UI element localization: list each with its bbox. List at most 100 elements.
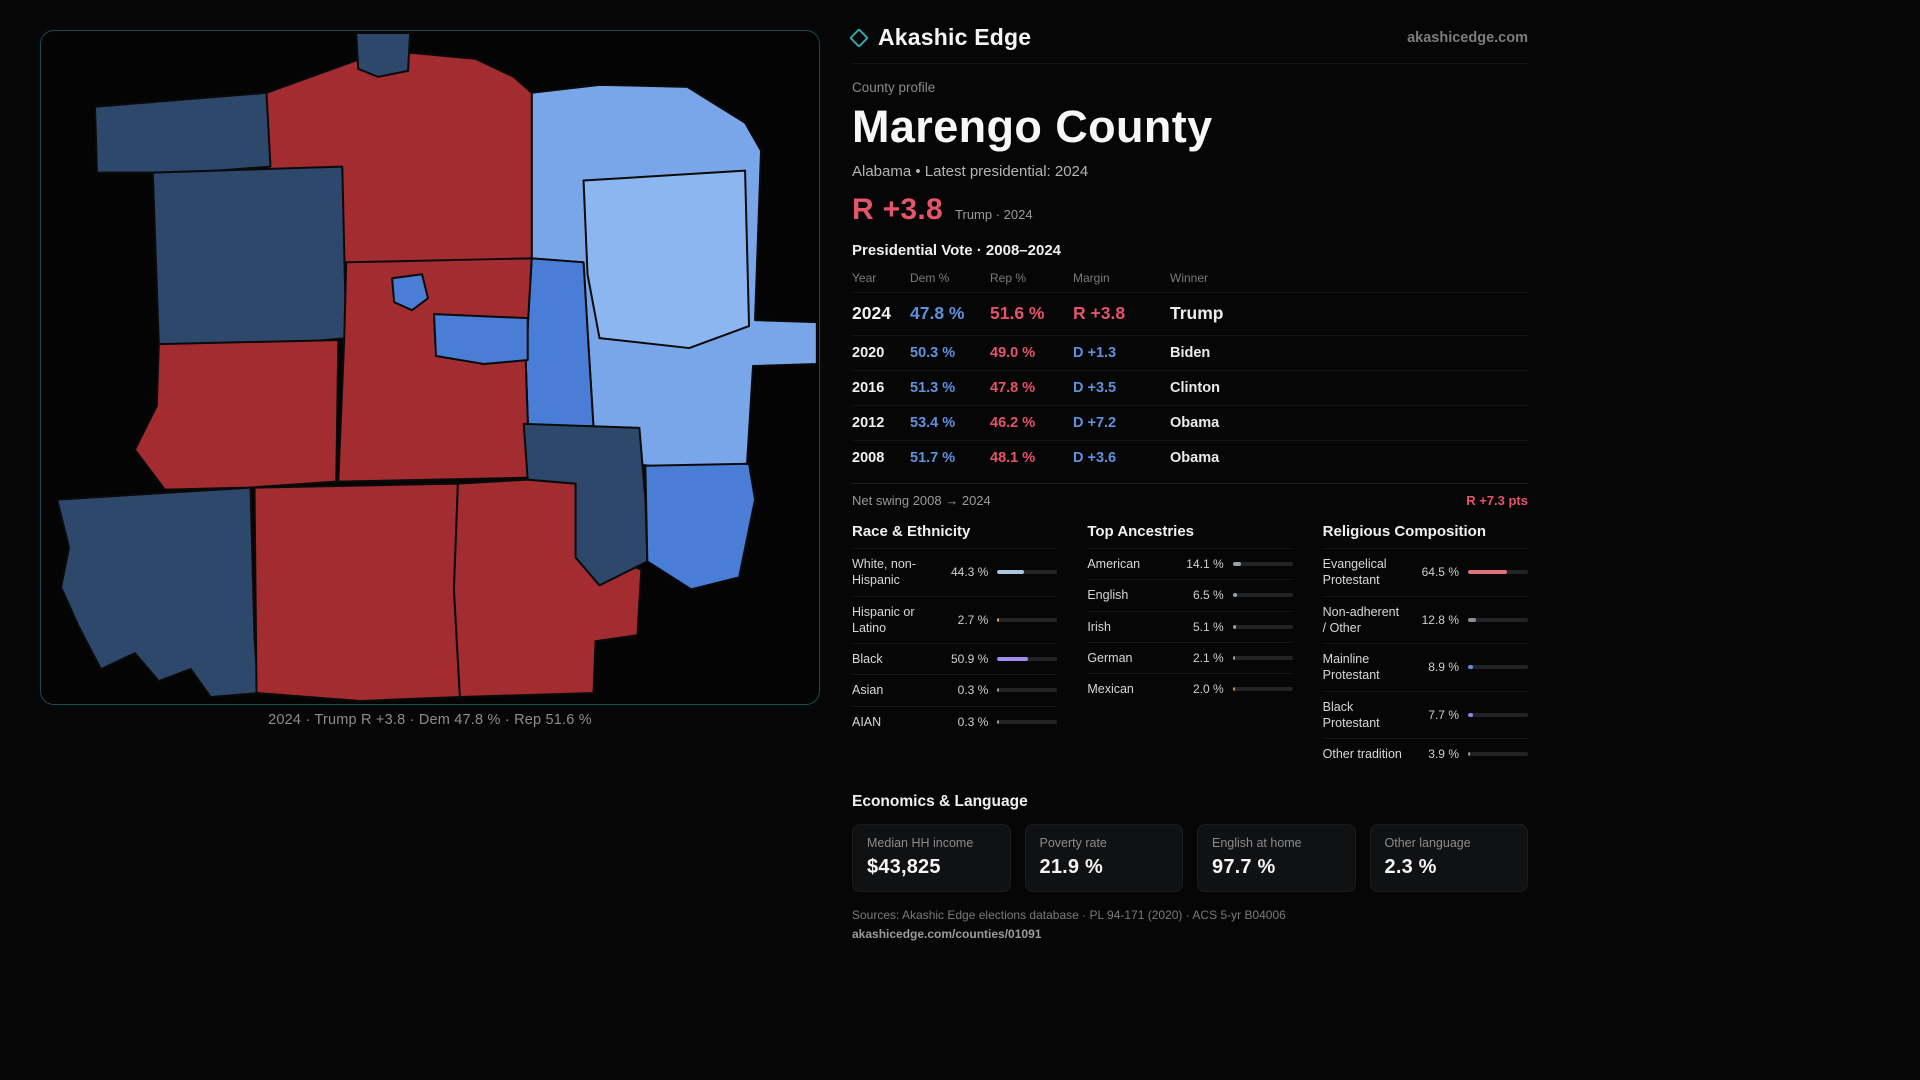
demo-item-bar xyxy=(1467,712,1528,717)
map-county-region[interactable] xyxy=(93,91,272,174)
demo-item-value: 12.8 % xyxy=(1421,612,1459,627)
cell-dem-pct: 51.7 % xyxy=(910,450,956,466)
stat-label: Median HH income xyxy=(867,836,974,851)
permalink[interactable]: akashicedge.com/counties/01091 xyxy=(852,927,1042,942)
headline-margin-value: R +3.8 xyxy=(852,193,944,226)
map-county-region[interactable] xyxy=(582,169,751,350)
cell-dem-pct: 53.4 % xyxy=(910,415,956,431)
demo-item-label: Hispanic or Latino xyxy=(852,604,915,635)
demo-item: American 14.1 % xyxy=(1087,548,1293,579)
demo-item: German 2.1 % xyxy=(1087,641,1293,673)
demo-item-bar-fill xyxy=(1467,665,1474,670)
cell-dem-pct: 50.3 % xyxy=(910,345,956,361)
stat-card: Poverty rate 21.9 % xyxy=(1024,824,1183,893)
section-title: Race & Ethnicity xyxy=(852,523,971,540)
demo-item-bar-fill xyxy=(997,570,1024,575)
demo-item-value: 7.7 % xyxy=(1428,707,1459,722)
stat-card: Median HH income $43,825 xyxy=(852,824,1011,893)
vote-table-row: 2012 53.4 % 46.2 % D +7.2 Obama xyxy=(852,406,1528,441)
religious-composition-section: Religious Composition Evangelical Protes… xyxy=(1322,523,1528,769)
cell-dem-pct: 51.3 % xyxy=(910,380,956,396)
demo-item-label: Mainline Protestant xyxy=(1322,652,1380,683)
map-county-region[interactable] xyxy=(355,31,412,78)
map-county-region[interactable] xyxy=(337,257,533,483)
demo-item-bar xyxy=(1467,570,1528,575)
demo-item: Black Protestant 7.7 % xyxy=(1322,690,1528,739)
brand: Akashic Edge xyxy=(849,24,1032,51)
cell-rep-pct: 46.2 % xyxy=(990,415,1036,431)
demo-item-bar-fill xyxy=(997,688,1000,693)
top-ancestries-section: Top Ancestries American 14.1 % English 6… xyxy=(1087,523,1293,769)
demo-item: Other tradition 3.9 % xyxy=(1322,738,1528,769)
vote-table-title: Presidential Vote · 2008–2024 xyxy=(852,242,1062,259)
cell-year: 2012 xyxy=(852,415,885,431)
demo-item: Irish 5.1 % xyxy=(1087,610,1293,642)
page-subtitle: Alabama • Latest presidential: 2024 xyxy=(852,163,1089,180)
demo-item-label: Irish xyxy=(1087,619,1111,634)
demo-item-label: Mexican xyxy=(1087,682,1134,696)
map-county-region[interactable] xyxy=(56,486,260,699)
brand-name: Akashic Edge xyxy=(878,24,1032,50)
vote-table-row: 2024 47.8 % 51.6 % R +3.8 Trump xyxy=(852,293,1528,336)
footer: Sources: Akashic Edge elections database… xyxy=(852,908,1528,941)
site-domain-link[interactable]: akashicedge.com xyxy=(1407,29,1528,46)
demo-item-label: White, non-Hispanic xyxy=(852,557,916,588)
cell-winner: Biden xyxy=(1170,345,1211,361)
col-header-dem: Dem % xyxy=(910,271,950,285)
stat-card: English at home 97.7 % xyxy=(1197,824,1356,893)
page-title: Marengo County xyxy=(852,101,1213,152)
cell-dem-pct: 47.8 % xyxy=(910,303,965,323)
demo-item-label: English xyxy=(1087,588,1129,603)
cell-margin: D +7.2 xyxy=(1073,415,1117,431)
cell-margin: D +3.6 xyxy=(1073,450,1117,466)
economics-section-title: Economics & Language xyxy=(852,793,1028,811)
demo-item-bar xyxy=(1232,655,1293,660)
cell-rep-pct: 48.1 % xyxy=(990,450,1036,466)
net-swing-row: Net swing 2008 → 2024 R +7.3 pts xyxy=(852,493,1528,508)
map-county-region[interactable] xyxy=(391,273,430,312)
cell-year: 2016 xyxy=(852,380,885,396)
stat-value: 21.9 % xyxy=(1039,856,1103,879)
demo-item: AIAN 0.3 % xyxy=(852,705,1058,737)
col-header-rep: Rep % xyxy=(990,271,1027,285)
economics-stats-grid: Median HH income $43,825 Poverty rate 21… xyxy=(852,824,1528,893)
demo-item-bar xyxy=(997,688,1058,693)
cell-year: 2024 xyxy=(852,303,891,323)
demo-item-value: 0.3 % xyxy=(957,714,989,729)
map-county-region[interactable] xyxy=(133,339,340,491)
cell-year: 2008 xyxy=(852,450,885,466)
demo-item: English 6.5 % xyxy=(1087,579,1293,610)
cell-rep-pct: 49.0 % xyxy=(990,345,1036,361)
eyebrow-label: County profile xyxy=(852,80,936,95)
cell-margin: D +3.5 xyxy=(1073,380,1117,396)
demo-item-value: 14.1 % xyxy=(1186,557,1224,572)
demo-item-value: 64.5 % xyxy=(1421,565,1459,580)
stat-value: 97.7 % xyxy=(1212,856,1276,879)
map-county-region[interactable] xyxy=(644,462,757,591)
demo-item-value: 5.1 % xyxy=(1192,619,1224,634)
map-county-region[interactable] xyxy=(253,482,461,703)
demo-item-bar-fill xyxy=(997,657,1028,662)
vote-table-header-row: Year Dem % Rep % Margin Winner xyxy=(852,265,1528,293)
cell-rep-pct: 51.6 % xyxy=(990,303,1045,323)
demo-item-value: 6.5 % xyxy=(1192,588,1224,603)
cell-winner: Clinton xyxy=(1170,380,1220,396)
vote-table-row: 2008 51.7 % 48.1 % D +3.6 Obama xyxy=(852,441,1528,475)
map-county-region[interactable] xyxy=(432,313,529,366)
diamond-logo-icon xyxy=(849,27,869,48)
section-title: Top Ancestries xyxy=(1087,523,1195,540)
demo-item-bar xyxy=(1232,624,1293,629)
stat-label: Other language xyxy=(1384,836,1471,851)
headline-margin-context: Trump · 2024 xyxy=(955,207,1033,222)
map-county-region[interactable] xyxy=(151,165,348,346)
demo-item-label: AIAN xyxy=(852,714,882,729)
demo-item: Evangelical Protestant 64.5 % xyxy=(1322,548,1528,596)
demo-item-bar-fill xyxy=(1232,687,1235,692)
cell-year: 2020 xyxy=(852,345,885,361)
demo-item-label: Asian xyxy=(852,683,884,698)
demo-item-bar-fill xyxy=(1232,562,1242,567)
demo-item-bar xyxy=(1467,752,1528,757)
demo-item-label: Black xyxy=(852,652,883,666)
map-county-region[interactable] xyxy=(522,422,649,587)
demo-item-value: 0.3 % xyxy=(957,683,989,698)
